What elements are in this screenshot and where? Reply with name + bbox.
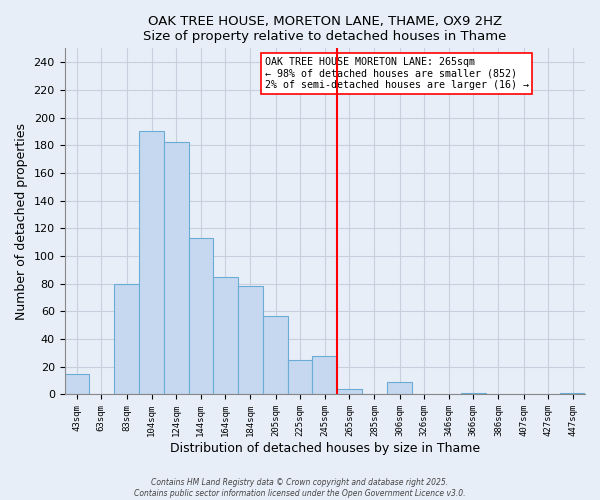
Bar: [213, 277, 238, 394]
Bar: [337, 389, 362, 394]
Bar: [313, 356, 337, 395]
Bar: [288, 360, 313, 394]
X-axis label: Distribution of detached houses by size in Thame: Distribution of detached houses by size …: [170, 442, 480, 455]
Text: OAK TREE HOUSE MORETON LANE: 265sqm
← 98% of detached houses are smaller (852)
2: OAK TREE HOUSE MORETON LANE: 265sqm ← 98…: [265, 57, 529, 90]
Bar: [238, 286, 263, 395]
Bar: [263, 316, 288, 394]
Bar: [139, 132, 164, 394]
Title: OAK TREE HOUSE, MORETON LANE, THAME, OX9 2HZ
Size of property relative to detach: OAK TREE HOUSE, MORETON LANE, THAME, OX9…: [143, 15, 506, 43]
Bar: [188, 238, 213, 394]
Bar: [388, 382, 412, 394]
Bar: [560, 393, 585, 394]
Bar: [65, 374, 89, 394]
Bar: [113, 284, 139, 395]
Bar: [461, 393, 485, 394]
Y-axis label: Number of detached properties: Number of detached properties: [15, 123, 28, 320]
Text: Contains HM Land Registry data © Crown copyright and database right 2025.
Contai: Contains HM Land Registry data © Crown c…: [134, 478, 466, 498]
Bar: [164, 142, 188, 394]
